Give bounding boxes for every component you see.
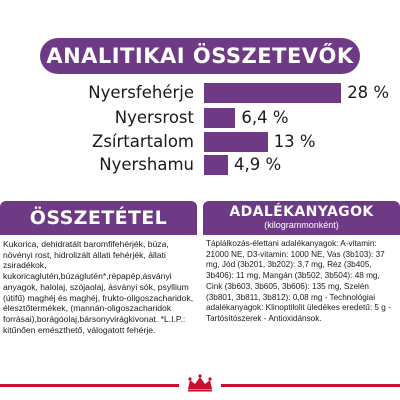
nutrient-bar — [204, 132, 268, 152]
nutrient-label: Nyersfehérje — [88, 83, 194, 102]
nutrient-bar — [204, 108, 236, 128]
nutrient-value: 6,4 % — [241, 108, 289, 127]
additives-title: ADALÉKANYAGOK — [229, 204, 374, 220]
nutrient-row-protein: Nyersfehérje 28 % — [0, 82, 400, 104]
additives-subtitle: (kilogrammonként) — [264, 220, 339, 230]
additives-tab: ADALÉKANYAGOK (kilogrammonként) — [203, 201, 400, 235]
analytical-constituents-banner: ANALITIKAI ÖSSZETEVŐK — [40, 38, 360, 74]
nutrient-bar — [204, 155, 228, 175]
crown-icon — [188, 374, 212, 392]
nutrient-bar — [204, 83, 342, 103]
nutrient-row-fat: Zsírtartalom 13 % — [0, 131, 400, 153]
nutrient-label: Nyershamu — [99, 155, 194, 174]
nutrient-value: 28 % — [347, 83, 390, 102]
additives-text: Táplálkozás-élettani adalékanyagok: A-vi… — [206, 239, 391, 323]
nutrient-label: Nyersrost — [114, 108, 194, 127]
composition-tab: ÖSSZETÉTEL — [0, 201, 197, 235]
nutrient-value: 4,9 % — [234, 155, 282, 174]
nutrient-value: 13 % — [273, 132, 316, 151]
royal-canin-logo — [179, 373, 221, 393]
nutrient-label: Zsírtartalom — [92, 132, 194, 151]
nutrient-row-fibre: Nyersrost 6,4 % — [0, 107, 400, 129]
analytical-constituents-title: ANALITIKAI ÖSSZETEVŐK — [46, 44, 354, 68]
composition-title: ÖSSZETÉTEL — [29, 207, 168, 229]
composition-text: Kukorica, dehidratált baromfifehérjék, b… — [3, 239, 194, 335]
nutrient-row-ash: Nyershamu 4,9 % — [0, 154, 400, 176]
